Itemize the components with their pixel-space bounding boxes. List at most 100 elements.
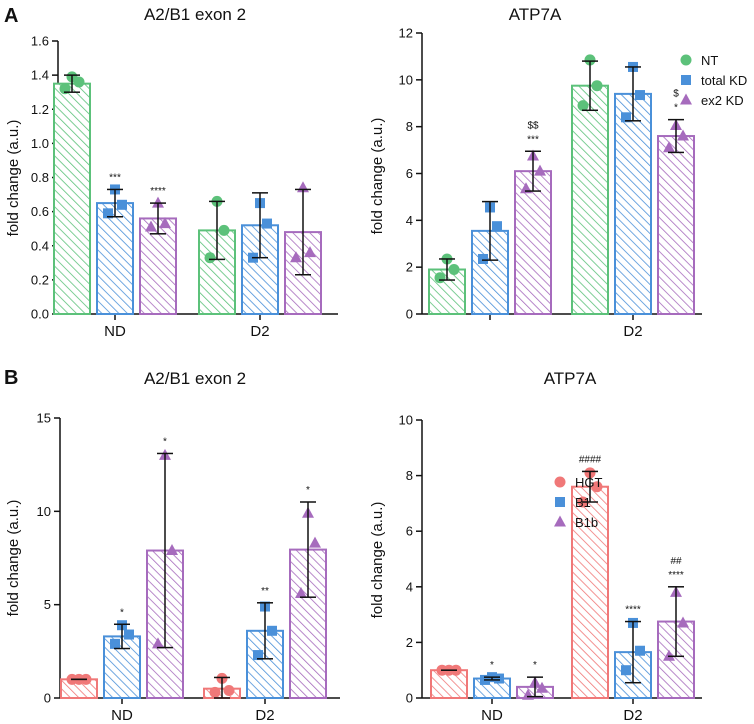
data-point	[103, 208, 113, 219]
data-point	[166, 544, 178, 556]
y-tick-label: 8	[406, 468, 413, 483]
panel-letter-b: B	[4, 367, 18, 389]
data-point	[152, 196, 164, 208]
data-point	[591, 481, 603, 493]
data-point	[124, 629, 134, 640]
legend-marker	[680, 93, 692, 105]
y-tick-label: 6	[406, 524, 413, 539]
significance-label: *	[163, 436, 167, 447]
data-point	[494, 673, 504, 684]
data-point	[304, 246, 316, 258]
data-point	[677, 129, 689, 141]
y-tick-label: 10	[399, 72, 413, 87]
x-tick-label: ND	[111, 707, 133, 724]
y-tick-label: 1.0	[31, 136, 49, 151]
x-tick-label: D2	[623, 323, 642, 340]
panel-letter-a: A	[4, 5, 18, 27]
chart-title: A2/B1 exon 2	[144, 5, 246, 24]
x-tick-label: ND	[481, 707, 503, 724]
bar	[96, 202, 134, 315]
legend-label: B1b	[575, 515, 598, 530]
bar	[514, 170, 552, 315]
data-point	[591, 80, 603, 92]
data-point	[621, 112, 631, 123]
data-point	[663, 141, 675, 153]
data-point	[584, 54, 596, 66]
significance-label-secondary: ####	[579, 454, 602, 465]
chart-title: ATP7A	[509, 5, 562, 24]
y-tick-label: 0.8	[31, 170, 49, 185]
chart-1: A2/B1 exon 2 fold change (a.u.) 0.0 0.2 0.4 0…	[5, 5, 338, 340]
legend-marker	[555, 497, 565, 507]
data-point	[635, 90, 645, 101]
bar	[614, 92, 652, 315]
bar	[53, 82, 91, 315]
chart-2: ATP7A fold change (a.u.) 0 2 4 6 8 10 12 *** $$ D2 *…	[369, 5, 747, 340]
y-tick-label: 0.2	[31, 272, 49, 287]
data-point	[448, 264, 460, 276]
chart-title: A2/B1 exon 2	[144, 369, 246, 388]
data-point	[267, 625, 277, 636]
charts-container: A2/B1 exon 2 fold change (a.u.) 0.0 0.2 0.4 0…	[5, 5, 747, 724]
legend-label: HGT	[575, 475, 603, 490]
significance-label: ***	[527, 134, 539, 145]
y-tick-label: 6	[406, 166, 413, 181]
data-point	[209, 686, 221, 698]
data-point	[218, 224, 230, 236]
x-tick-label: D2	[255, 707, 274, 724]
data-point	[663, 649, 675, 661]
x-tick-label: ND	[104, 323, 126, 340]
y-tick-label: 10	[37, 504, 51, 519]
data-point	[478, 253, 488, 264]
data-point	[677, 616, 689, 628]
bar	[571, 84, 609, 315]
legend: NT total KD ex2 KD	[680, 53, 747, 108]
data-point	[253, 650, 263, 661]
significance-label: ****	[150, 186, 166, 197]
y-tick-label: 5	[44, 597, 51, 612]
y-axis-label: fold change (a.u.)	[5, 120, 22, 237]
y-tick-label: 1.6	[31, 34, 49, 49]
y-tick-label: 4	[406, 213, 413, 228]
significance-label-secondary: ##	[670, 556, 682, 567]
x-tick-label: D2	[623, 707, 642, 724]
data-point	[295, 586, 307, 598]
data-point	[110, 638, 120, 649]
y-tick-label: 0.6	[31, 204, 49, 219]
significance-label: *	[306, 485, 310, 496]
legend-marker	[554, 515, 566, 527]
y-tick-label: 1.4	[31, 68, 49, 83]
data-point	[152, 637, 164, 649]
y-tick-label: 2	[406, 635, 413, 650]
y-tick-label: 0	[406, 691, 413, 706]
data-point	[145, 220, 157, 232]
significance-label: *	[533, 660, 537, 671]
y-tick-label: 12	[399, 26, 413, 41]
data-point	[434, 272, 446, 284]
legend-label: B1	[575, 495, 591, 510]
data-point	[290, 251, 302, 263]
significance-label: *	[490, 660, 494, 671]
y-tick-label: 0.0	[31, 307, 49, 322]
significance-label: *	[674, 103, 678, 114]
significance-label-secondary: $	[673, 89, 679, 100]
y-tick-label: 0	[406, 307, 413, 322]
legend-marker	[680, 54, 692, 66]
legend-marker	[554, 476, 566, 488]
significance-label-secondary: $$	[527, 120, 539, 131]
y-axis-label: fold change (a.u.)	[369, 118, 386, 235]
legend-label: NT	[701, 53, 718, 68]
y-tick-label: 4	[406, 579, 413, 594]
x-tick-label: D2	[250, 323, 269, 340]
data-point	[309, 536, 321, 548]
y-tick-label: 2	[406, 260, 413, 275]
data-point	[536, 681, 548, 693]
significance-label: ****	[625, 605, 641, 616]
legend-label: total KD	[701, 73, 747, 88]
data-point	[492, 221, 502, 232]
y-tick-label: 15	[37, 411, 51, 426]
y-tick-label: 10	[399, 413, 413, 428]
data-point	[534, 164, 546, 176]
